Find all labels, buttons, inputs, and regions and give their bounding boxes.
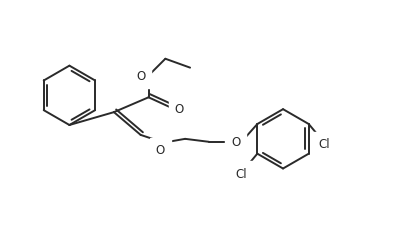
- Text: O: O: [231, 136, 240, 149]
- Text: Cl: Cl: [319, 138, 331, 151]
- Text: O: O: [136, 70, 145, 83]
- Text: Cl: Cl: [236, 167, 247, 180]
- Text: O: O: [156, 144, 165, 156]
- Text: O: O: [174, 102, 184, 115]
